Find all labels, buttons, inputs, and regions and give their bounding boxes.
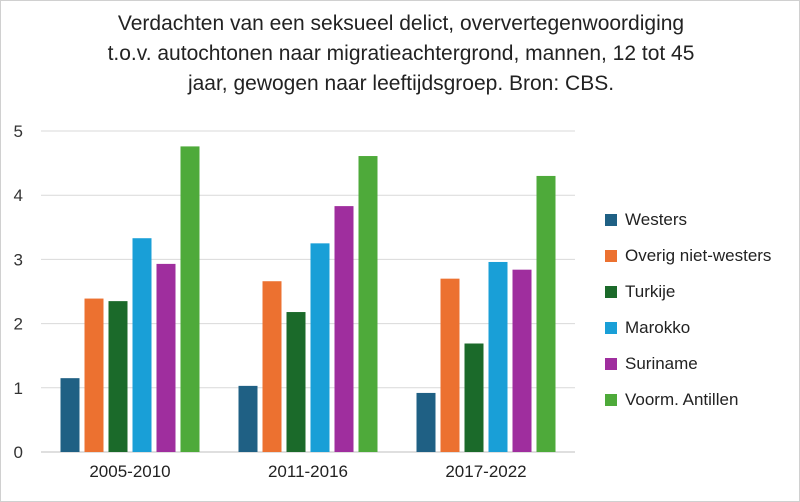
x-tick-label: 2011-2016: [268, 462, 348, 481]
legend-swatch: [605, 286, 617, 298]
bar-suriname-2011-2016: [334, 206, 354, 452]
legend-swatch: [605, 322, 617, 334]
y-tick-label: 1: [14, 379, 23, 398]
bar-turkije-2017-2022: [464, 343, 484, 452]
legend-label: Turkije: [625, 282, 676, 301]
chart-title-line-2: t.o.v. autochtonen naar migratieachtergr…: [107, 42, 695, 65]
bar-turkije-2011-2016: [286, 312, 306, 452]
bar-marokko-2017-2022: [488, 261, 508, 452]
bar-westers-2005-2010: [60, 378, 80, 452]
bar-turkije-2005-2010: [108, 301, 128, 452]
x-tick-label: 2017-2022: [445, 462, 526, 481]
bar-marokko-2011-2016: [310, 243, 330, 452]
chart-title-line-3: jaar, gewogen naar leeftijdsgroep. Bron:…: [187, 72, 615, 95]
bar-marokko-2005-2010: [132, 238, 152, 452]
legend-swatch: [605, 214, 617, 226]
y-tick-label: 4: [14, 186, 23, 205]
legend-swatch: [605, 250, 617, 262]
bar-westers-2017-2022: [416, 392, 436, 452]
legend-item: Westers: [605, 202, 771, 238]
chart-title-line-1: Verdachten van een seksueel delict, over…: [117, 12, 685, 35]
bar-voorm-antillen-2011-2016: [358, 156, 378, 452]
chart-legend: Westers Overig niet-westers Turkije Marokko…: [605, 202, 771, 418]
y-tick-label: 3: [14, 250, 23, 269]
legend-item: Turkije: [605, 274, 771, 310]
bar-suriname-2005-2010: [156, 263, 176, 452]
y-tick-label: 5: [14, 122, 23, 141]
legend-item: Voorm. Antillen: [605, 382, 771, 418]
y-tick-label: 2: [14, 315, 23, 334]
bar-voorm-antillen-2005-2010: [180, 146, 200, 452]
legend-item: Suriname: [605, 346, 771, 382]
legend-label: Marokko: [625, 318, 691, 337]
legend-label: Suriname: [625, 354, 698, 373]
bar-overig-niet-westers-2011-2016: [262, 281, 282, 452]
legend-label: Voorm. Antillen: [625, 390, 739, 409]
legend-swatch: [605, 394, 617, 406]
bar-suriname-2017-2022: [512, 269, 532, 452]
chart-title: Verdachten van een seksueel delict, over…: [61, 9, 741, 99]
bar-voorm-antillen-2017-2022: [536, 175, 556, 452]
legend-label: Westers: [625, 210, 688, 229]
y-tick-label: 0: [14, 443, 23, 462]
legend-swatch: [605, 358, 617, 370]
bar-overig-niet-westers-2017-2022: [440, 278, 460, 452]
x-tick-label: 2005-2010: [89, 462, 170, 481]
legend-label: Overig niet-westers: [625, 246, 772, 265]
legend-item: Overig niet-westers: [605, 238, 771, 274]
bar-overig-niet-westers-2005-2010: [84, 298, 104, 452]
legend-item: Marokko: [605, 310, 771, 346]
bar-westers-2011-2016: [238, 385, 258, 452]
